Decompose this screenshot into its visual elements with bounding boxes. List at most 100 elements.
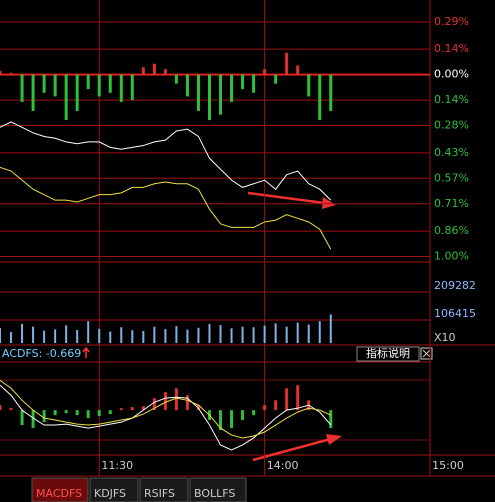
change-bar [285,52,289,75]
change-bar [207,74,211,121]
volume-bar [285,326,288,343]
y-tick-label: 0.14% [434,93,469,106]
change-bar [318,74,322,121]
macd-bar [97,410,101,417]
volume-bar [32,326,35,343]
x-tick-label: 11:30 [101,459,133,472]
macd-bar [86,410,90,419]
change-bar [141,67,145,75]
volume-bar [43,330,46,343]
macd-bar [64,410,68,414]
macd-bar [219,410,223,431]
change-bar [130,74,134,101]
change-bar [329,74,333,111]
volume-bar [263,325,266,343]
macd-bar [130,407,134,411]
change-bar [64,74,68,121]
volume-bar [120,327,123,343]
y-tick-label: 0.14% [434,42,469,55]
tab[interactable] [189,477,247,502]
change-bar [174,74,178,84]
macd-bar [163,392,167,411]
y-tick-label: 209282 [434,279,476,292]
macd-bar [0,405,2,411]
macd-bar [152,398,156,411]
annotation-arrow [322,197,336,209]
y-tick-label: 0.00% [434,68,469,81]
change-bar [241,74,245,90]
tab[interactable] [89,477,139,502]
y-tick-label: 0.57% [434,171,469,184]
volume-bar [296,322,299,343]
change-bar [20,74,24,102]
y-tick-label: 0.43% [434,0,469,2]
volume-bar [76,329,79,343]
tab[interactable] [139,477,189,502]
unit-label: X10 [434,331,456,344]
y-tick-label: 1.00% [434,250,469,263]
tab-bar: MACDFS KDJFS RSIFS BOLLFS [31,477,247,502]
price-line [0,166,332,250]
macd-bar [285,388,289,411]
change-bar [196,74,200,111]
macd-bar [20,410,24,426]
tab-label[interactable]: MACDFS [36,487,82,500]
volume-bar [186,329,189,343]
macd-bar [174,388,178,411]
change-bar [185,74,189,97]
volume-bar [131,330,134,343]
volume-bar [230,328,233,343]
x-tick-label: 14:00 [267,459,299,472]
volume-bar [197,327,200,343]
change-bar [230,74,234,102]
macd-bar [274,400,278,411]
volume-bar [164,329,167,343]
tab-label[interactable]: KDJFS [94,487,126,500]
macd-bar [119,408,123,411]
help-button-label[interactable]: 指标说明 [366,346,410,360]
macd-bar [230,410,234,429]
macd-bar [263,405,267,411]
volume-bar [142,331,145,343]
macd-bar [252,410,256,416]
macd-bar [31,410,35,429]
annotation-arrow [252,435,339,462]
tab[interactable] [31,477,89,502]
y-tick-label: 0.28% [434,119,469,132]
volume-bar [208,323,211,343]
change-bar [42,74,46,93]
y-tick-label: 0.29% [434,15,469,28]
change-bar [119,74,123,102]
change-bar [75,74,79,111]
volume-bar [0,328,1,343]
volume-bar [252,327,255,343]
volume-bar [274,323,277,343]
volume-bar [241,326,244,343]
help-button[interactable] [356,346,420,362]
volume-bar [329,314,332,343]
macd-bar [185,395,189,411]
volume-bar [87,321,90,343]
change-bar [307,74,311,97]
volume-bar [98,328,101,343]
volume-bar [21,323,24,343]
tab-label[interactable]: RSIFS [144,487,175,500]
change-bar [263,69,267,75]
volume-bar [318,321,321,343]
close-icon[interactable] [420,347,433,360]
macd-bar [329,410,333,429]
volume-bar [219,325,222,343]
change-bar [0,70,2,75]
change-bar [53,74,57,97]
macd-bar [9,407,13,411]
volume-bar [109,331,112,343]
change-bar [97,74,101,97]
macd-bar [296,385,300,411]
tab-label[interactable]: BOLLFS [194,487,235,500]
y-tick-label: 106415 [434,307,476,320]
up-arrow [82,346,90,358]
change-bar [296,65,300,75]
close-icon[interactable] [422,349,431,358]
